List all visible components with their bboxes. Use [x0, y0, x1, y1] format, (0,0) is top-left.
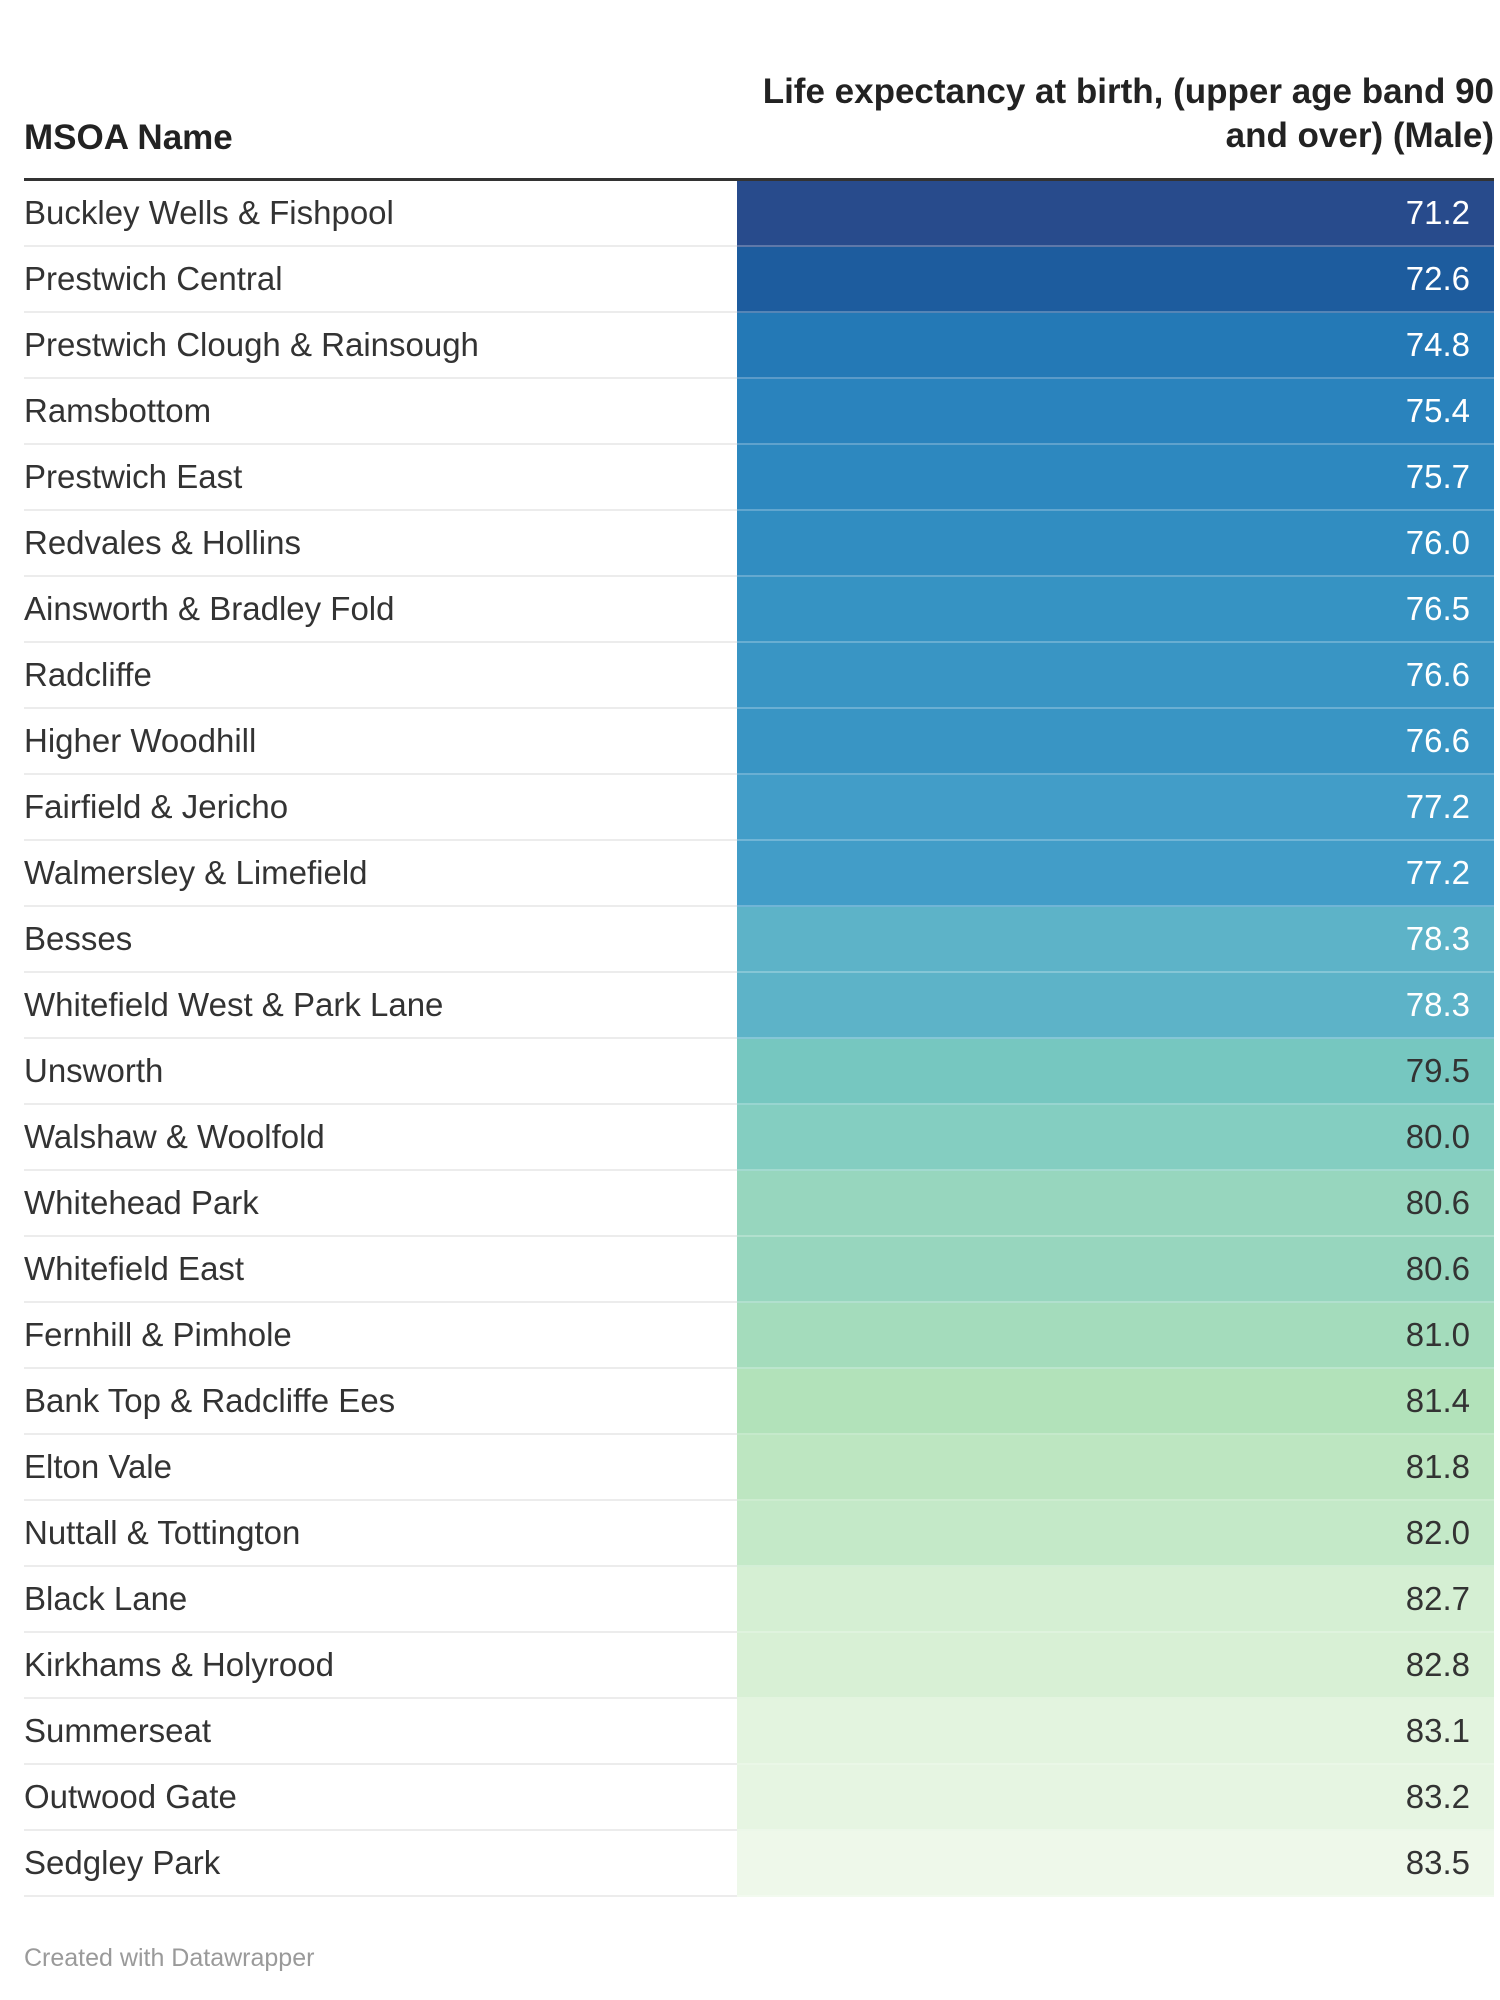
table-row: Ainsworth & Bradley Fold 76.5 — [24, 577, 1494, 643]
table-row: Kirkhams & Holyrood 82.8 — [24, 1633, 1494, 1699]
life-expectancy-cell: 83.1 — [737, 1699, 1494, 1765]
life-expectancy-cell: 76.5 — [737, 577, 1494, 643]
table-row: Besses 78.3 — [24, 907, 1494, 973]
life-expectancy-cell: 71.2 — [737, 181, 1494, 247]
table-row: Unsworth 79.5 — [24, 1039, 1494, 1105]
table-row: Prestwich East 75.7 — [24, 445, 1494, 511]
msoa-name-cell: Fernhill & Pimhole — [24, 1303, 737, 1369]
life-expectancy-cell: 81.0 — [737, 1303, 1494, 1369]
msoa-name-cell: Elton Vale — [24, 1435, 737, 1501]
table-row: Black Lane 82.7 — [24, 1567, 1494, 1633]
life-expectancy-cell: 80.6 — [737, 1237, 1494, 1303]
life-expectancy-cell: 75.7 — [737, 445, 1494, 511]
life-expectancy-table: MSOA Name Life expectancy at birth, (upp… — [24, 0, 1494, 1897]
life-expectancy-cell: 78.3 — [737, 907, 1494, 973]
table-row: Sedgley Park 83.5 — [24, 1831, 1494, 1897]
table-row: Whitehead Park 80.6 — [24, 1171, 1494, 1237]
table-row: Buckley Wells & Fishpool 71.2 — [24, 181, 1494, 247]
table-header: MSOA Name Life expectancy at birth, (upp… — [24, 0, 1494, 181]
msoa-name-cell: Ainsworth & Bradley Fold — [24, 577, 737, 643]
msoa-name-cell: Redvales & Hollins — [24, 511, 737, 577]
table-row: Radcliffe 76.6 — [24, 643, 1494, 709]
table-row: Fernhill & Pimhole 81.0 — [24, 1303, 1494, 1369]
msoa-name-column-header[interactable]: MSOA Name — [24, 118, 233, 157]
datawrapper-credit[interactable]: Created with Datawrapper — [24, 1944, 315, 1972]
life-expectancy-cell: 76.6 — [737, 643, 1494, 709]
msoa-name-cell: Outwood Gate — [24, 1765, 737, 1831]
life-expectancy-column-header[interactable]: Life expectancy at birth, (upper age ban… — [762, 72, 1494, 155]
msoa-name-cell: Walmersley & Limefield — [24, 841, 737, 907]
life-expectancy-cell: 83.5 — [737, 1831, 1494, 1897]
life-expectancy-cell: 77.2 — [737, 841, 1494, 907]
table-row: Higher Woodhill 76.6 — [24, 709, 1494, 775]
msoa-name-cell: Black Lane — [24, 1567, 737, 1633]
table-row: Summerseat 83.1 — [24, 1699, 1494, 1765]
life-expectancy-cell: 82.0 — [737, 1501, 1494, 1567]
table-row: Fairfield & Jericho 77.2 — [24, 775, 1494, 841]
table-row: Nuttall & Tottington 82.0 — [24, 1501, 1494, 1567]
life-expectancy-cell: 72.6 — [737, 247, 1494, 313]
table-row: Ramsbottom 75.4 — [24, 379, 1494, 445]
msoa-name-cell: Radcliffe — [24, 643, 737, 709]
msoa-name-cell: Besses — [24, 907, 737, 973]
msoa-name-cell: Summerseat — [24, 1699, 737, 1765]
table-row: Whitefield West & Park Lane 78.3 — [24, 973, 1494, 1039]
life-expectancy-cell: 83.2 — [737, 1765, 1494, 1831]
life-expectancy-cell: 79.5 — [737, 1039, 1494, 1105]
table-row: Walmersley & Limefield 77.2 — [24, 841, 1494, 907]
msoa-name-cell: Whitefield West & Park Lane — [24, 973, 737, 1039]
table-body: Buckley Wells & Fishpool 71.2 Prestwich Ce… — [24, 181, 1494, 1897]
life-expectancy-cell: 74.8 — [737, 313, 1494, 379]
msoa-name-cell: Unsworth — [24, 1039, 737, 1105]
life-expectancy-cell: 80.0 — [737, 1105, 1494, 1171]
life-expectancy-cell: 78.3 — [737, 973, 1494, 1039]
msoa-name-cell: Whitehead Park — [24, 1171, 737, 1237]
table-row: Redvales & Hollins 76.0 — [24, 511, 1494, 577]
life-expectancy-cell: 82.7 — [737, 1567, 1494, 1633]
msoa-name-cell: Prestwich East — [24, 445, 737, 511]
life-expectancy-cell: 76.0 — [737, 511, 1494, 577]
msoa-name-cell: Prestwich Clough & Rainsough — [24, 313, 737, 379]
table-row: Whitefield East 80.6 — [24, 1237, 1494, 1303]
table-row: Bank Top & Radcliffe Ees 81.4 — [24, 1369, 1494, 1435]
table-row: Outwood Gate 83.2 — [24, 1765, 1494, 1831]
msoa-name-cell: Nuttall & Tottington — [24, 1501, 737, 1567]
msoa-name-cell: Bank Top & Radcliffe Ees — [24, 1369, 737, 1435]
msoa-name-cell: Kirkhams & Holyrood — [24, 1633, 737, 1699]
life-expectancy-cell: 76.6 — [737, 709, 1494, 775]
msoa-name-cell: Prestwich Central — [24, 247, 737, 313]
life-expectancy-cell: 81.4 — [737, 1369, 1494, 1435]
table-row: Prestwich Central 72.6 — [24, 247, 1494, 313]
msoa-name-cell: Sedgley Park — [24, 1831, 737, 1897]
table-row: Prestwich Clough & Rainsough 74.8 — [24, 313, 1494, 379]
table-row: Walshaw & Woolfold 80.0 — [24, 1105, 1494, 1171]
msoa-name-cell: Fairfield & Jericho — [24, 775, 737, 841]
msoa-name-cell: Walshaw & Woolfold — [24, 1105, 737, 1171]
msoa-name-cell: Higher Woodhill — [24, 709, 737, 775]
life-expectancy-cell: 75.4 — [737, 379, 1494, 445]
life-expectancy-cell: 77.2 — [737, 775, 1494, 841]
msoa-name-cell: Whitefield East — [24, 1237, 737, 1303]
table-row: Elton Vale 81.8 — [24, 1435, 1494, 1501]
life-expectancy-cell: 81.8 — [737, 1435, 1494, 1501]
msoa-name-cell: Ramsbottom — [24, 379, 737, 445]
life-expectancy-cell: 80.6 — [737, 1171, 1494, 1237]
msoa-name-cell: Buckley Wells & Fishpool — [24, 181, 737, 247]
life-expectancy-cell: 82.8 — [737, 1633, 1494, 1699]
